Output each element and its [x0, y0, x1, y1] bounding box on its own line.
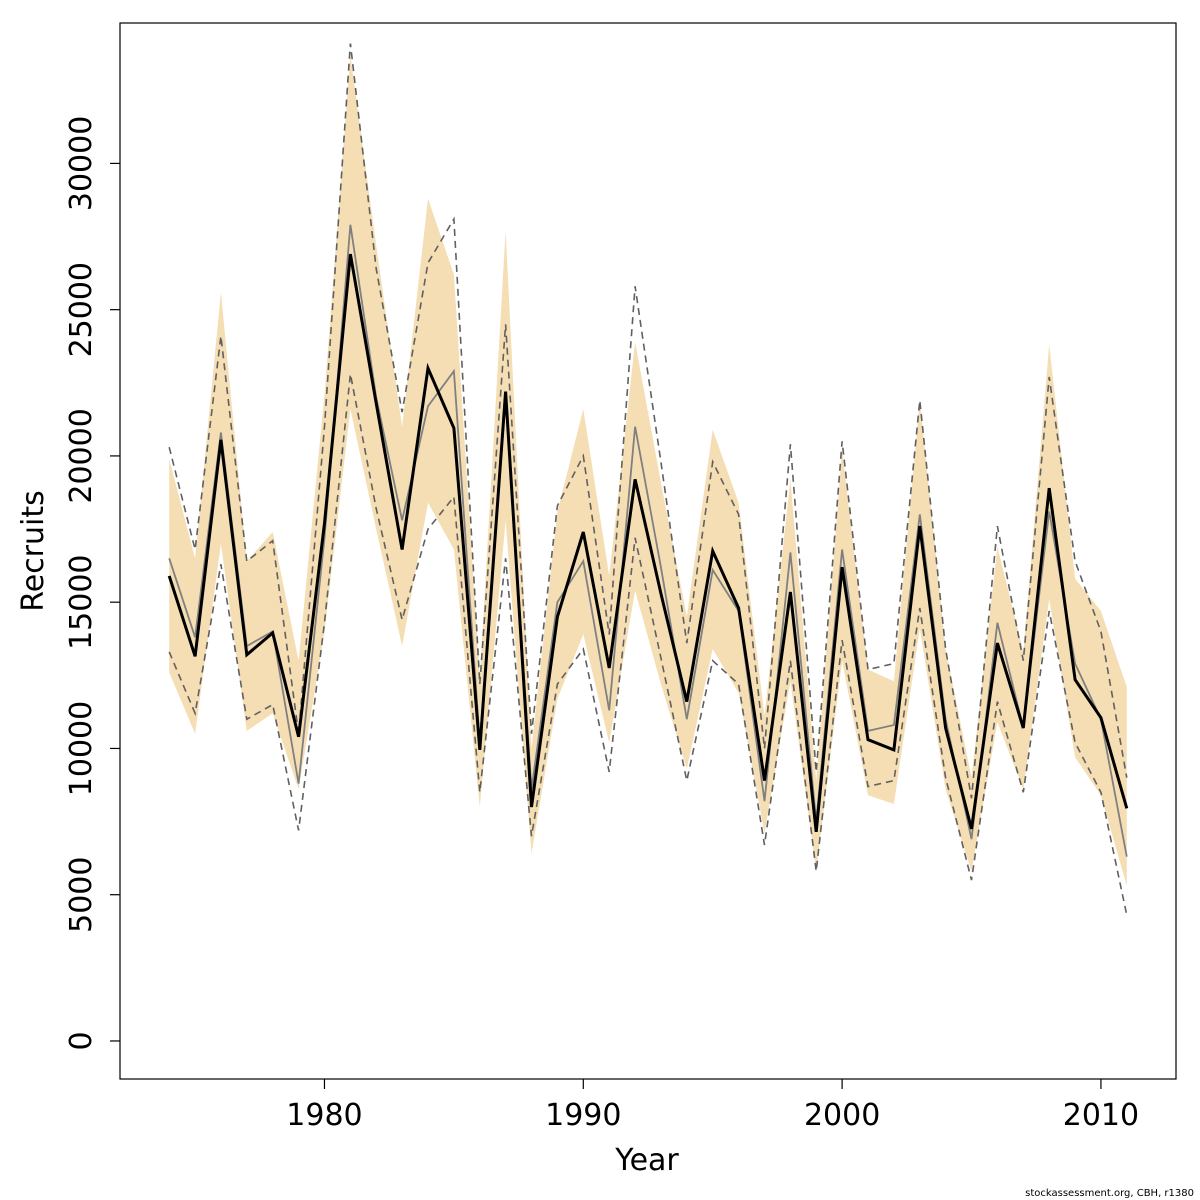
y-tick-label: 5000 [64, 857, 99, 933]
y-tick-label: 30000 [64, 116, 99, 211]
y-axis-title: Recruits [16, 490, 51, 612]
series-lines-layer [167, 43, 1129, 916]
confidence-band-layer [169, 55, 1127, 886]
estimate-line [167, 253, 1129, 832]
axes-layer: 1980 1990 2000 2010 0 5000 10000 15000 20000 2500… [64, 22, 1177, 1133]
alt-upper-bound-line [168, 43, 1128, 799]
y-tick-label: 10000 [64, 701, 99, 796]
plot-frame [119, 22, 1177, 1080]
x-axis-title: Year [614, 1143, 679, 1178]
x-tick-label: 2010 [1063, 1098, 1139, 1133]
confidence-band [169, 55, 1127, 886]
x-tick-label: 2000 [804, 1098, 880, 1133]
alt-lower-bound-line [168, 373, 1128, 916]
footnote-credit: stockassessment.org, CBH, r1380 [1025, 1188, 1194, 1199]
y-tick-label: 20000 [64, 408, 99, 503]
y-tick-label: 0 [64, 1031, 99, 1050]
x-tick-label: 1980 [286, 1098, 362, 1133]
y-tick-label: 15000 [64, 554, 99, 649]
x-tick-label: 1990 [545, 1098, 621, 1133]
y-tick-label: 25000 [64, 262, 99, 357]
